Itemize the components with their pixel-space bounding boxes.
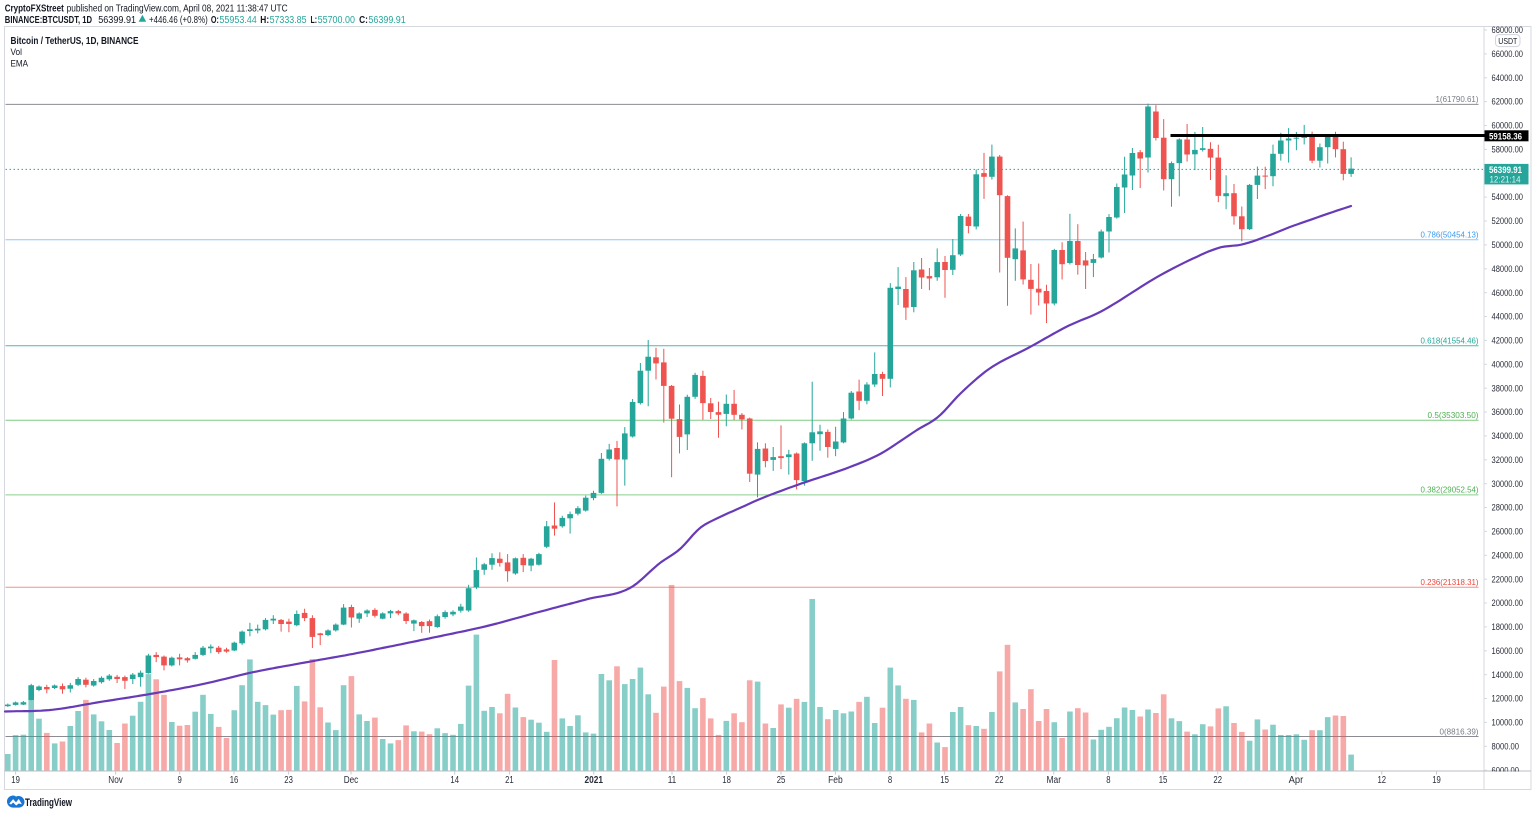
- svg-text:20000.00: 20000.00: [1492, 598, 1524, 608]
- svg-text:BINANCE:BTCUSDT, 1D: BINANCE:BTCUSDT, 1D: [5, 15, 92, 26]
- svg-text:21: 21: [505, 775, 514, 786]
- svg-text:Nov: Nov: [108, 775, 123, 786]
- svg-text:55953.44: 55953.44: [219, 15, 257, 26]
- svg-text:Feb: Feb: [828, 775, 843, 786]
- svg-text:19: 19: [11, 775, 20, 786]
- svg-text:12000.00: 12000.00: [1492, 694, 1524, 704]
- svg-text:28000.00: 28000.00: [1492, 503, 1524, 513]
- svg-text:57333.85: 57333.85: [270, 15, 307, 26]
- svg-text:Mar: Mar: [1047, 775, 1062, 786]
- svg-text:8000.00: 8000.00: [1492, 741, 1520, 751]
- svg-text:6000.00: 6000.00: [1492, 765, 1520, 775]
- svg-text:16000.00: 16000.00: [1492, 646, 1524, 656]
- svg-text:+446.46 (+0.8%): +446.46 (+0.8%): [149, 15, 208, 26]
- svg-text:30000.00: 30000.00: [1492, 479, 1524, 489]
- svg-text:26000.00: 26000.00: [1492, 527, 1524, 537]
- svg-text:25: 25: [777, 775, 786, 786]
- svg-text:1(61790.61): 1(61790.61): [1436, 94, 1479, 104]
- svg-text:9: 9: [178, 775, 183, 786]
- svg-text:12:21:14: 12:21:14: [1490, 174, 1521, 185]
- svg-text:50000.00: 50000.00: [1492, 240, 1524, 250]
- svg-text:40000.00: 40000.00: [1492, 359, 1524, 369]
- svg-text:55700.00: 55700.00: [318, 15, 356, 26]
- svg-text:66000.00: 66000.00: [1492, 49, 1524, 59]
- svg-text:46000.00: 46000.00: [1492, 288, 1524, 298]
- svg-text:0.786(50454.13): 0.786(50454.13): [1421, 230, 1479, 240]
- svg-text:15: 15: [1159, 775, 1168, 786]
- svg-text:68000.00: 68000.00: [1492, 25, 1524, 35]
- svg-text:C:: C:: [359, 15, 368, 26]
- svg-text:0.236(21318.31): 0.236(21318.31): [1421, 577, 1479, 587]
- svg-text:CryptoFXStreet: CryptoFXStreet: [5, 3, 65, 14]
- svg-text:Vol: Vol: [11, 47, 23, 58]
- svg-text:60000.00: 60000.00: [1492, 121, 1524, 131]
- svg-text:59158.36: 59158.36: [1489, 132, 1522, 143]
- svg-text:USDT: USDT: [1498, 36, 1517, 46]
- svg-text:L:: L:: [311, 15, 318, 26]
- svg-text:42000.00: 42000.00: [1492, 336, 1524, 346]
- svg-text:10000.00: 10000.00: [1492, 718, 1524, 728]
- svg-text:Dec: Dec: [344, 775, 359, 786]
- svg-text:14: 14: [450, 775, 459, 786]
- svg-text:O:: O:: [211, 15, 219, 26]
- svg-text:58000.00: 58000.00: [1492, 145, 1524, 155]
- svg-text:8: 8: [888, 775, 893, 786]
- svg-text:0.5(35303.50): 0.5(35303.50): [1428, 410, 1479, 420]
- svg-text:Bitcoin / TetherUS, 1D, BINANC: Bitcoin / TetherUS, 1D, BINANCE: [11, 36, 139, 47]
- svg-text:8: 8: [1106, 775, 1111, 786]
- svg-text:56399.91: 56399.91: [368, 15, 405, 26]
- svg-text:22000.00: 22000.00: [1492, 574, 1524, 584]
- svg-text:12: 12: [1378, 775, 1387, 786]
- svg-text:16: 16: [230, 775, 239, 786]
- svg-text:36000.00: 36000.00: [1492, 407, 1524, 417]
- svg-text:Apr: Apr: [1289, 775, 1304, 786]
- svg-text:54000.00: 54000.00: [1492, 192, 1524, 202]
- svg-text:TradingView: TradingView: [25, 797, 72, 809]
- svg-text:62000.00: 62000.00: [1492, 97, 1524, 107]
- svg-text:15: 15: [940, 775, 949, 786]
- svg-text:23: 23: [284, 775, 293, 786]
- svg-text:0.382(29052.54): 0.382(29052.54): [1421, 485, 1479, 495]
- svg-text:14000.00: 14000.00: [1492, 670, 1524, 680]
- svg-text:18000.00: 18000.00: [1492, 622, 1524, 632]
- svg-text:64000.00: 64000.00: [1492, 73, 1524, 83]
- svg-text:2021: 2021: [585, 775, 604, 786]
- svg-text:56399.91: 56399.91: [1489, 165, 1523, 176]
- svg-text:EMA: EMA: [11, 58, 29, 69]
- svg-text:44000.00: 44000.00: [1492, 312, 1524, 322]
- svg-text:52000.00: 52000.00: [1492, 216, 1524, 226]
- svg-text:38000.00: 38000.00: [1492, 383, 1524, 393]
- svg-text:24000.00: 24000.00: [1492, 550, 1524, 560]
- svg-text:22: 22: [995, 775, 1004, 786]
- svg-text:34000.00: 34000.00: [1492, 431, 1524, 441]
- svg-text:H:: H:: [260, 15, 269, 26]
- svg-text:0.618(41554.46): 0.618(41554.46): [1421, 336, 1479, 346]
- svg-text:19: 19: [1432, 775, 1441, 786]
- svg-text:0(8816.39): 0(8816.39): [1440, 726, 1479, 736]
- svg-text:11: 11: [668, 775, 677, 786]
- svg-text:48000.00: 48000.00: [1492, 264, 1524, 274]
- svg-text:18: 18: [722, 775, 731, 786]
- svg-text:published on TradingView.com,: published on TradingView.com, April 08, …: [67, 3, 288, 14]
- svg-text:32000.00: 32000.00: [1492, 455, 1524, 465]
- svg-text:22: 22: [1213, 775, 1222, 786]
- svg-text:56399.91: 56399.91: [98, 15, 136, 26]
